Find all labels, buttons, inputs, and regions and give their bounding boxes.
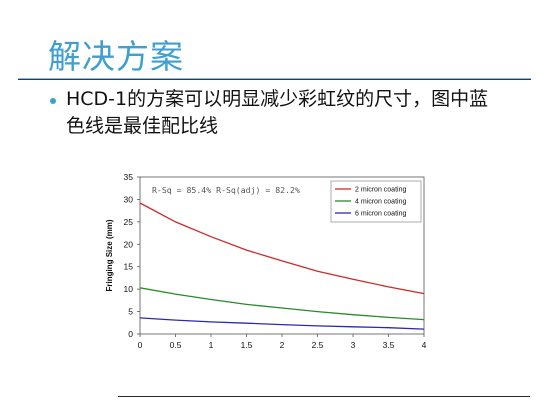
- y-tick-label: 5: [128, 307, 133, 317]
- x-tick-label: 4: [422, 340, 427, 350]
- fringing-size-chart: 0 5 10 15 20 25 30 35 0 0.5 1 1.5 2 2.5 3 3.5 4 2 micron…: [105, 172, 427, 350]
- x-tick-label: 3.5: [383, 340, 395, 350]
- x-tick-label: 0.5: [170, 340, 182, 350]
- x-tick-label: 1.5: [241, 340, 253, 350]
- y-tick-label: 35: [124, 172, 134, 182]
- legend-label: 4 micron coating: [355, 199, 406, 206]
- slide-title: 解决方案: [48, 37, 184, 76]
- x-tick-label: 1: [209, 340, 214, 350]
- y-tick-label: 15: [124, 262, 134, 272]
- stat-annotation: R-Sq = 85.4% R-Sq(adj) = 82.2%: [152, 185, 300, 195]
- y-tick-label: 30: [124, 194, 134, 204]
- series-line: [139, 317, 425, 330]
- y-tick-label: 0: [128, 329, 133, 339]
- x-tick-label: 2: [280, 340, 285, 350]
- x-tick-label: 2.5: [312, 340, 324, 350]
- legend-label: 2 micron coating: [355, 187, 406, 194]
- title-divider-shadow: [18, 79, 531, 80]
- series-line: [139, 202, 425, 295]
- x-tick-label: 0: [138, 340, 143, 350]
- legend-label: 6 micron coating: [355, 211, 406, 218]
- bullet-text: HCD-1的方案可以明显减少彩虹纹的尺寸，图中蓝色线是最佳配比线: [66, 88, 489, 137]
- y-tick-label: 25: [124, 217, 134, 227]
- y-tick-label: 10: [124, 284, 134, 294]
- title-divider: [18, 78, 531, 79]
- bullet-icon: [50, 98, 56, 104]
- bottom-divider: [118, 396, 530, 397]
- y-axis-label: Fringing Size (mm): [105, 219, 114, 291]
- chart-container: 0 5 10 15 20 25 30 35 0 0.5 1 1.5 2 2.5 3 3.5 4 2 micron…: [100, 166, 430, 366]
- series-line: [139, 287, 425, 321]
- x-tick-label: 3: [351, 340, 356, 350]
- y-tick-label: 20: [124, 239, 134, 249]
